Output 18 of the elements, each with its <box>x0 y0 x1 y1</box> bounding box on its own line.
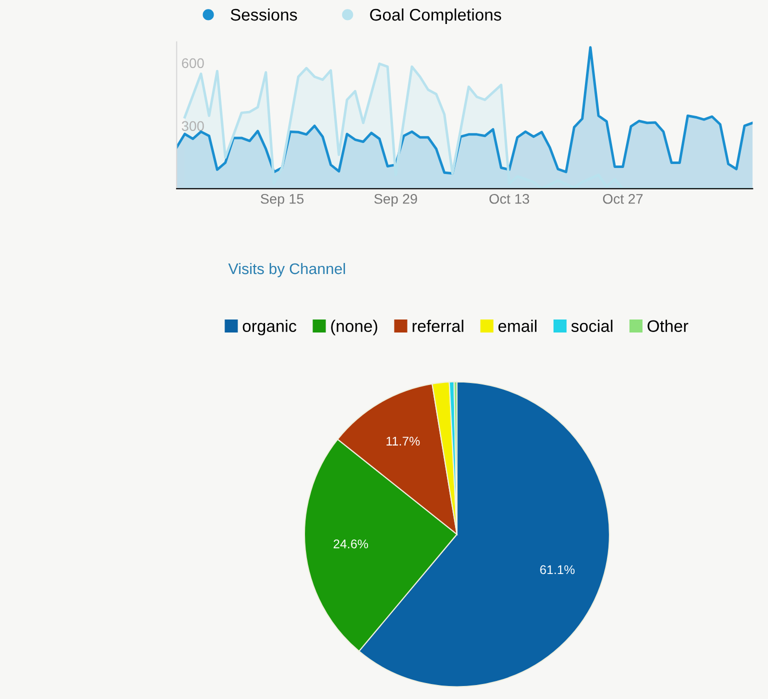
data-label: 11.7% <box>386 436 420 446</box>
x-tick-label: Sep 15 <box>260 194 304 207</box>
legend-label: Goal Completions <box>370 8 502 24</box>
y-tick-label: 600 <box>182 58 204 68</box>
data-label: 24.6% <box>334 540 368 548</box>
legend-label: referral <box>412 320 464 332</box>
x-tick-label: Sep 29 <box>374 194 418 207</box>
y-tick-label: 300 <box>182 121 204 131</box>
legend-label: Other <box>648 320 688 332</box>
legend-label: Sessions <box>230 8 297 21</box>
data-label: 61.1% <box>540 565 575 574</box>
x-tick-label: Oct 13 <box>489 194 530 204</box>
legend-label: (none) <box>331 320 378 336</box>
chart-title: Visits by Channel <box>228 262 345 278</box>
legend-label: email <box>498 320 536 332</box>
legend-label: social <box>571 320 612 332</box>
legend-label: organic <box>242 320 296 336</box>
x-tick-label: Oct 27 <box>603 194 643 204</box>
